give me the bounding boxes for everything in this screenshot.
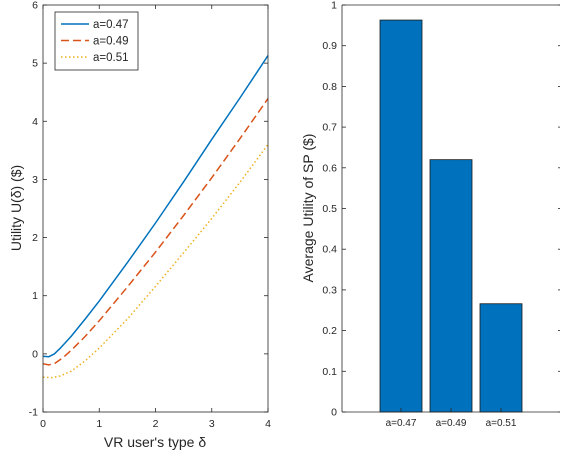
left-y-tick-label: -1 xyxy=(29,407,38,419)
left-y-tick-label: 1 xyxy=(32,290,38,302)
right-y-axis-label: Average Utility of SP ($) xyxy=(300,134,316,283)
left-y-tick-label: 6 xyxy=(32,0,38,12)
right-y-tick-label: 0.9 xyxy=(322,40,337,52)
right-y-tick-label: 0.5 xyxy=(322,203,337,215)
right-x-tick-label: a=0.49 xyxy=(436,418,467,429)
right-y-tick-label: 0 xyxy=(331,407,337,419)
left-x-tick-label: 0 xyxy=(40,418,46,430)
bar-a=0.51 xyxy=(479,303,523,413)
bar-a=0.47 xyxy=(379,19,423,413)
bar-group xyxy=(379,19,523,413)
left-plot-area xyxy=(43,5,268,412)
left-x-axis-label: VR user's type δ xyxy=(104,434,206,450)
left-y-tick-label: 0 xyxy=(32,348,38,360)
right-y-tick-label: 1 xyxy=(331,0,337,12)
left-series-group xyxy=(42,55,269,379)
left-y-tick-label: 2 xyxy=(32,232,38,244)
left-x-tick-label: 2 xyxy=(153,418,159,430)
right-y-tick-label: 0.1 xyxy=(322,366,337,378)
legend-label-2: a=0.49 xyxy=(93,36,129,48)
series-line-3 xyxy=(42,144,269,379)
right-y-tick-label: 0.6 xyxy=(322,162,337,174)
right-y-tick-label: 0.7 xyxy=(322,122,337,134)
left-x-tick-label: 1 xyxy=(96,418,102,430)
right-axes: 0 0.1 0.2 0.3 0.4 0.5 0.6 0.7 0.8 0.9 1 a=0.47 a=0.4… xyxy=(322,0,560,429)
right-y-tick-label: 0.8 xyxy=(322,81,337,93)
left-y-tick-label: 5 xyxy=(32,58,38,70)
left-x-tick-label: 4 xyxy=(265,418,271,430)
bar-a=0.49 xyxy=(429,159,473,413)
series-line-2 xyxy=(42,98,269,366)
left-x-tick-label: 3 xyxy=(209,418,215,430)
left-y-axis-label: Utility U(δ) ($) xyxy=(8,165,24,251)
series-line-1 xyxy=(42,55,269,358)
right-y-tick-label: 0.2 xyxy=(322,325,337,337)
right-x-tick-label: a=0.47 xyxy=(386,418,417,429)
right-x-tick-label: a=0.51 xyxy=(486,418,517,429)
right-y-tick-label: 0.3 xyxy=(322,284,337,296)
right-y-tick-label: 0.4 xyxy=(322,244,337,256)
left-y-tick-label: 3 xyxy=(32,174,38,186)
legend-label-1: a=0.47 xyxy=(93,19,129,31)
sp-utility-bar-chart: 0 0.1 0.2 0.3 0.4 0.5 0.6 0.7 0.8 0.9 1 a=0.47 a=0.4… xyxy=(300,0,560,429)
left-y-tick-label: 4 xyxy=(32,116,38,128)
legend-label-3: a=0.51 xyxy=(93,52,129,64)
legend: a=0.47 a=0.49 a=0.51 xyxy=(54,11,139,71)
